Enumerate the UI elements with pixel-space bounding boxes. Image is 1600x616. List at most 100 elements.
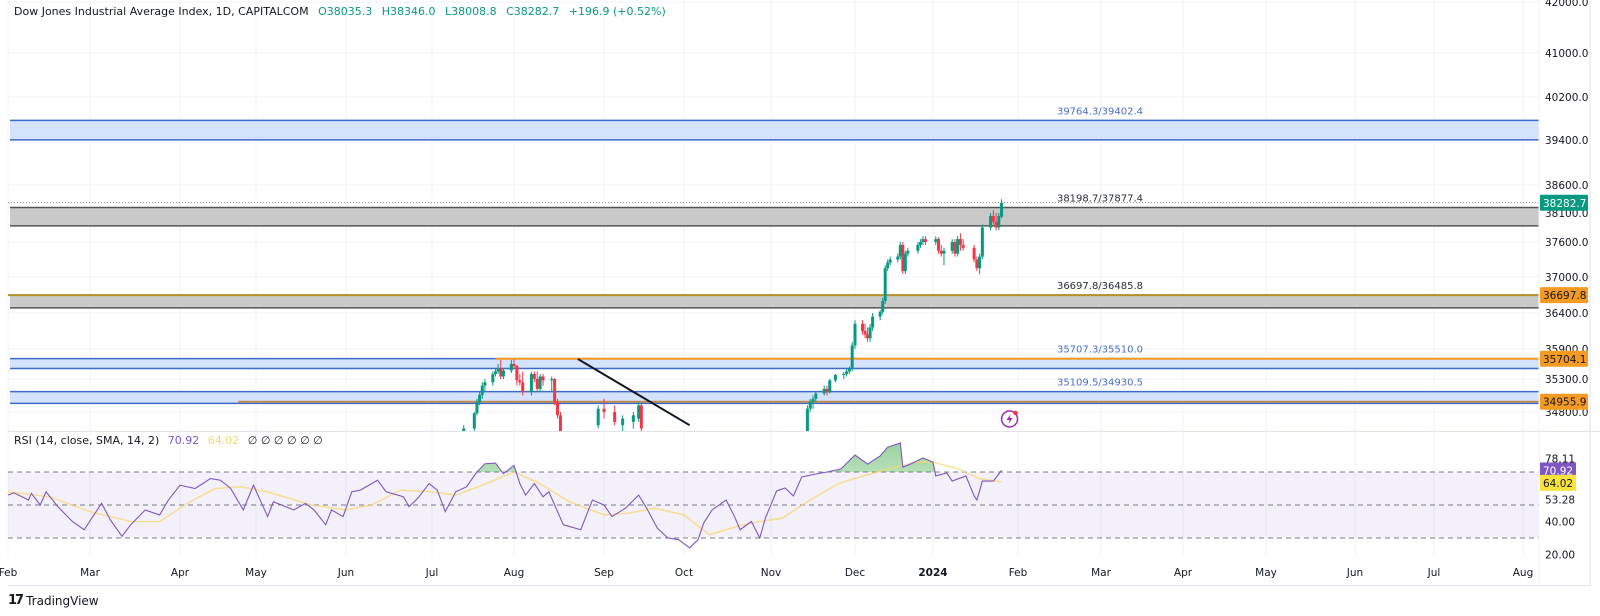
candle-body xyxy=(916,244,920,251)
candle-body xyxy=(493,371,497,374)
zones xyxy=(8,119,1539,405)
candle xyxy=(950,239,954,254)
symbol-legend: Dow Jones Industrial Average Index, 1D, … xyxy=(14,5,666,18)
candle xyxy=(881,298,885,315)
candle xyxy=(1000,199,1004,219)
candle xyxy=(942,247,946,266)
candle xyxy=(918,239,922,248)
candle xyxy=(512,359,516,369)
time-tick-label: 2024 xyxy=(918,567,947,579)
lightning-icon-bolt xyxy=(1006,414,1013,424)
zone-label: 35707.3/35510.0 xyxy=(1057,345,1143,356)
candle-body xyxy=(828,380,832,393)
candle-body xyxy=(529,374,533,393)
candle xyxy=(541,374,545,386)
candle xyxy=(538,374,542,393)
candle-body xyxy=(978,256,982,269)
candle-body xyxy=(871,316,875,328)
candle-body xyxy=(883,268,887,301)
candle-body xyxy=(499,368,503,377)
candle xyxy=(515,365,519,386)
rsi-pane xyxy=(8,442,1539,549)
price-tick-label: 36400.0 xyxy=(1545,308,1588,320)
symbol-title: Dow Jones Industrial Average Index, 1D, … xyxy=(14,5,309,18)
rsi-tick-label: 53.28 xyxy=(1545,495,1575,507)
candle xyxy=(462,425,466,431)
candle-body xyxy=(805,408,809,431)
price-tick-label: 38600.0 xyxy=(1545,180,1588,192)
candle-body xyxy=(942,250,946,254)
candle-body xyxy=(936,239,940,251)
candle-body xyxy=(833,375,837,381)
candle-body xyxy=(997,215,1001,228)
level-price-label-bg xyxy=(1540,350,1588,367)
candle xyxy=(989,213,993,231)
zone-label: 38198.7/37877.4 xyxy=(1057,193,1143,204)
rsi-sma-label: 64.02 xyxy=(1543,478,1573,490)
zone-blue-band xyxy=(10,120,1539,140)
candle-body xyxy=(878,311,882,317)
candle xyxy=(847,366,851,374)
rsi-tick-label: 40.00 xyxy=(1545,517,1575,529)
rsi-legend-value: 70.92 xyxy=(167,434,200,447)
time-tick-label: May xyxy=(1255,567,1277,579)
candle-body xyxy=(808,402,812,409)
candle xyxy=(994,213,998,231)
candle-body xyxy=(637,405,641,419)
rsi-tick-label: 20.00 xyxy=(1545,550,1575,562)
candle xyxy=(509,360,513,373)
candle xyxy=(980,224,984,260)
candle-body xyxy=(1000,202,1004,217)
candle-body xyxy=(842,374,846,375)
candle xyxy=(480,382,484,399)
candle xyxy=(532,371,536,383)
time-axis: Feb Mar Apr May Jun Jul Aug Sep Oct Nov Dec 2024 Feb… xyxy=(0,567,1533,579)
tradingview-logo-icon: 𝟭𝟳 xyxy=(8,593,24,608)
level-price-label: 36697.8 xyxy=(1543,290,1586,302)
candle-body xyxy=(847,369,851,372)
candle-body xyxy=(541,376,545,381)
candle xyxy=(861,320,865,335)
candle-body xyxy=(631,415,635,422)
candle xyxy=(529,371,533,396)
candle-body xyxy=(532,374,536,379)
candles xyxy=(462,199,1004,431)
candle xyxy=(553,378,557,406)
candle xyxy=(828,379,832,394)
time-tick-label: Apr xyxy=(1174,567,1193,579)
candle xyxy=(639,404,643,431)
candle-body xyxy=(509,364,513,371)
candle xyxy=(475,398,479,416)
candle-body xyxy=(896,256,900,260)
zone-label: 39764.3/39402.4 xyxy=(1057,106,1143,117)
candle-body xyxy=(518,380,522,383)
zone-labels: 39764.3/39402.4 38198.7/37877.4 36697.8/36… xyxy=(1057,106,1143,388)
candle xyxy=(833,374,837,383)
candle xyxy=(521,371,525,396)
candle-body xyxy=(553,379,557,403)
candle xyxy=(501,369,505,379)
candle-body xyxy=(478,394,482,403)
candle xyxy=(997,213,1001,231)
rsi-legend-title: RSI (14, close, SMA, 14, 2) xyxy=(14,434,160,447)
candle xyxy=(472,412,476,431)
candle xyxy=(478,392,482,406)
rsi-legend[interactable]: RSI (14, close, SMA, 14, 2) 70.92 64.02 … xyxy=(14,434,328,447)
candle xyxy=(898,242,902,260)
candle-body xyxy=(521,382,525,393)
candle xyxy=(921,236,925,245)
close-value: C38282.7 xyxy=(506,5,560,18)
level-price-label: 35704.1 xyxy=(1543,354,1586,366)
price-tick-label: 34800.0 xyxy=(1545,407,1588,419)
candle xyxy=(896,253,900,263)
change-value: +196.9 (+0.52%) xyxy=(568,5,666,18)
candle-body xyxy=(980,227,984,257)
tradingview-footer[interactable]: 𝟭𝟳 TradingView xyxy=(8,593,99,608)
candle xyxy=(903,250,907,275)
rsi-legend-extra: ∅ ∅ ∅ ∅ ∅ ∅ xyxy=(247,434,323,447)
candle-body xyxy=(861,323,865,331)
candle-body xyxy=(480,385,484,395)
candle-body xyxy=(845,371,849,374)
open-value: O38035.3 xyxy=(318,5,373,18)
